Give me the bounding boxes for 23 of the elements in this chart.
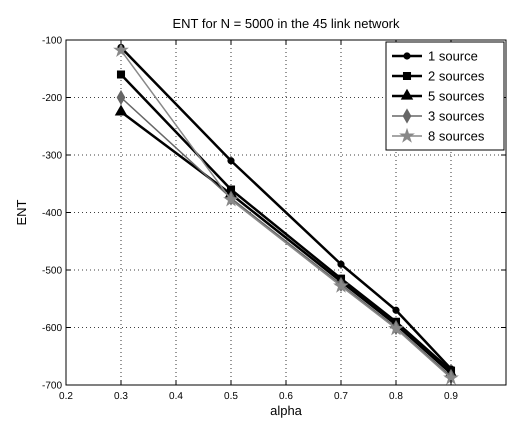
legend-label: 3 sources <box>428 108 485 124</box>
y-tick-label: -100 <box>42 36 62 46</box>
chart-title: ENT for N = 5000 in the 45 link network <box>172 16 400 31</box>
y-tick-label: -700 <box>42 380 62 392</box>
x-tick-label: 0.9 <box>444 391 458 402</box>
y-tick-label: -300 <box>42 150 62 162</box>
legend-label: 5 sources <box>428 88 485 104</box>
y-axis-title: ENT <box>14 199 29 226</box>
x-tick-label: 0.2 <box>59 391 74 402</box>
x-tick-label: 0.8 <box>389 391 404 402</box>
legend-label: 2 sources <box>428 68 485 84</box>
y-tick-label: -400 <box>42 208 62 219</box>
x-tick-label: 0.7 <box>334 391 348 402</box>
y-tick-label: -200 <box>42 93 62 104</box>
x-tick-label: 0.3 <box>114 391 128 402</box>
y-tick-label: -600 <box>42 323 62 334</box>
x-tick-label: 0.6 <box>279 391 294 402</box>
legend-label: 1 source <box>428 48 478 64</box>
x-tick-label: 0.5 <box>224 391 238 402</box>
y-tick-label: -500 <box>42 266 62 276</box>
x-axis-title: alpha <box>270 403 303 418</box>
legend-label: 8 sources <box>428 128 485 144</box>
x-tick-label: 0.4 <box>169 391 184 402</box>
